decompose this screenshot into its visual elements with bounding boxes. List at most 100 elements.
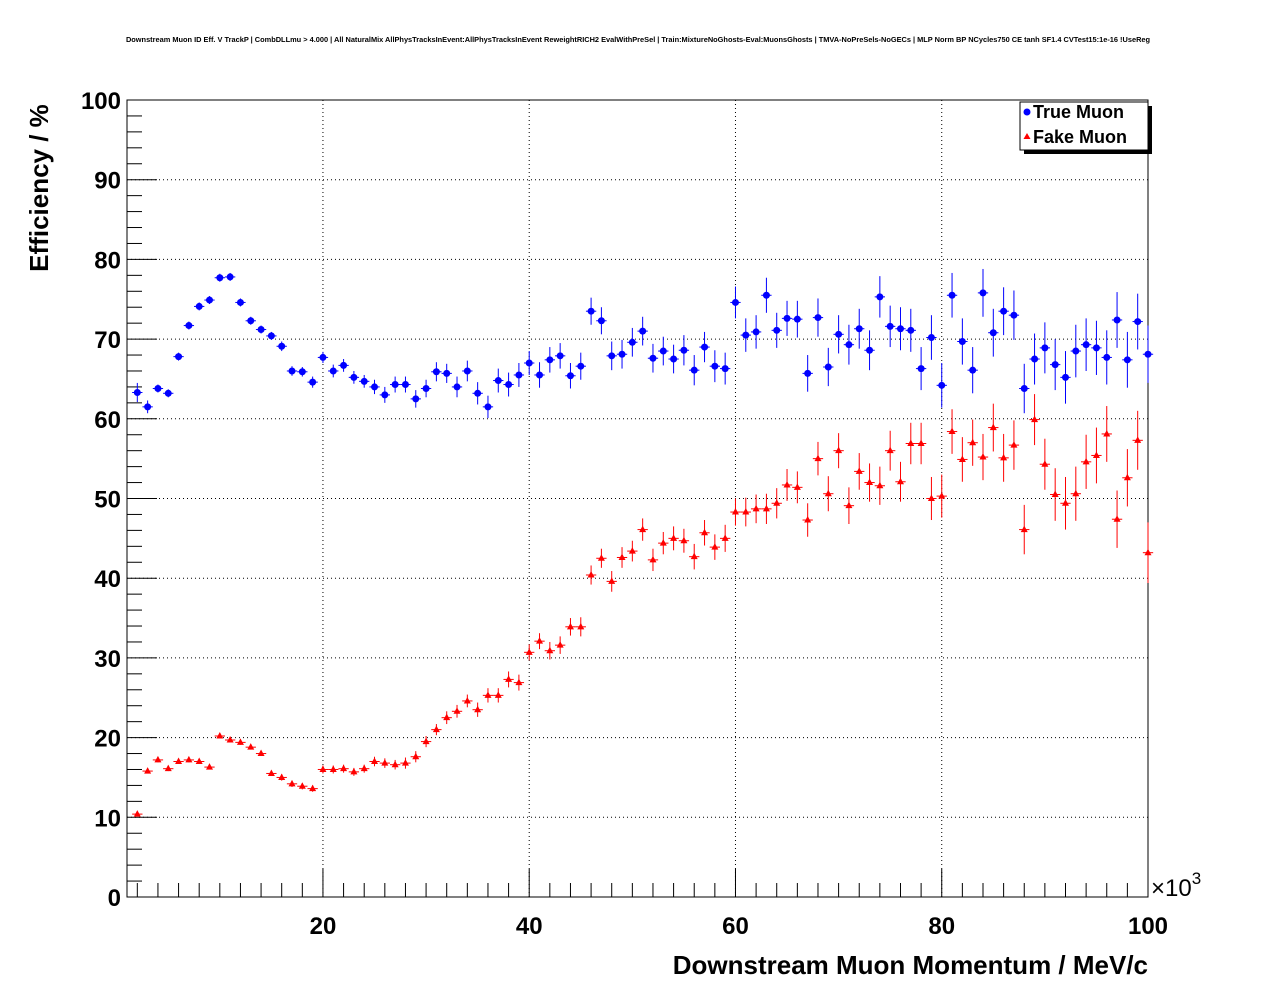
true-muon-point (668, 344, 679, 374)
x-tick-label: 20 (310, 913, 337, 940)
true-muon-point (132, 382, 143, 403)
true-muon-marker (948, 291, 956, 299)
fake-muon-marker (824, 489, 832, 497)
true-muon-marker (587, 307, 595, 315)
true-muon-point (1019, 363, 1030, 414)
true-muon-marker (752, 328, 760, 336)
fake-muon-point (513, 674, 525, 691)
fake-muon-marker (618, 553, 626, 560)
true-muon-point (874, 276, 886, 318)
fake-muon-point (926, 476, 937, 521)
true-muon-point (472, 382, 483, 405)
true-muon-marker (876, 293, 884, 301)
true-muon-marker (154, 385, 162, 393)
true-muon-marker (350, 373, 358, 381)
true-muon-point (1070, 324, 1081, 378)
fake-muon-point (1050, 468, 1061, 521)
true-muon-marker (1072, 347, 1080, 355)
fake-muon-marker (701, 528, 709, 536)
fake-muon-marker (979, 453, 987, 460)
true-muon-point (451, 376, 463, 398)
true-muon-point (163, 389, 174, 398)
fake-muon-marker (422, 737, 430, 745)
x-tick-label: 60 (722, 913, 749, 940)
fake-muon-marker (319, 765, 327, 772)
fake-muon-point (668, 526, 679, 551)
fake-muon-point (348, 767, 360, 776)
fake-muon-point (420, 736, 432, 748)
true-muon-point (379, 386, 390, 403)
fake-muon-marker (639, 525, 647, 533)
fake-muon-point (658, 531, 669, 555)
true-muon-point (214, 273, 225, 282)
true-muon-point (957, 318, 968, 365)
fake-muon-marker (948, 427, 956, 435)
y-tick-label: 20 (94, 726, 121, 753)
fake-muon-marker (164, 764, 172, 772)
fake-muon-point (895, 461, 906, 502)
true-muon-point (823, 347, 834, 387)
true-muon-marker (144, 403, 152, 411)
y-tick-label: 50 (94, 487, 121, 514)
fake-muon-marker (969, 438, 977, 446)
fake-muon-point (482, 688, 494, 703)
true-muon-marker (814, 314, 822, 322)
true-muon-marker (216, 274, 224, 282)
true-muon-marker (298, 368, 306, 376)
true-muon-marker (690, 366, 698, 374)
fake-muon-point (462, 694, 473, 708)
fake-muon-marker (401, 759, 409, 766)
fake-muon-marker (577, 622, 585, 630)
fake-muon-point (554, 636, 566, 654)
fake-muon-point (740, 497, 751, 527)
true-muon-marker (546, 356, 554, 364)
fake-muon-point (585, 565, 597, 585)
fake-muon-point (338, 764, 349, 773)
true-muon-point (152, 384, 164, 393)
fake-muon-point (720, 524, 731, 552)
fake-muon-marker (597, 554, 605, 561)
true-muon-marker (773, 326, 781, 334)
fake-muon-marker (1134, 436, 1142, 443)
true-muon-point (596, 307, 607, 335)
fake-muon-marker (1041, 460, 1049, 467)
true-muon-marker (793, 315, 801, 323)
true-muon-point (224, 272, 236, 281)
true-muon-point (854, 308, 865, 349)
true-muon-marker (164, 389, 172, 397)
fake-muon-point (781, 469, 793, 501)
fake-muon-point (905, 422, 916, 465)
fake-muon-point (885, 430, 896, 471)
true-muon-marker (195, 302, 203, 310)
fake-muon-point (369, 756, 380, 767)
fake-muon-marker (350, 767, 358, 775)
true-muon-point (988, 308, 999, 357)
fake-muon-marker (628, 547, 636, 554)
fake-muon-point (864, 463, 875, 502)
fake-muon-marker (432, 725, 440, 733)
true-muon-marker (474, 389, 482, 397)
true-muon-marker (670, 355, 678, 363)
true-muon-point (1008, 290, 1020, 340)
fake-muon-marker (690, 552, 698, 560)
fake-muon-marker (298, 782, 306, 789)
true-muon-marker (938, 381, 946, 389)
fake-muon-marker (896, 477, 904, 485)
true-muon-marker (1144, 350, 1152, 358)
true-muon-point (245, 316, 256, 325)
fake-muon-marker (484, 691, 492, 698)
fake-muon-marker (752, 504, 760, 512)
true-muon-marker (618, 350, 626, 358)
fake-muon-point (183, 755, 195, 763)
fake-muon-marker (917, 439, 925, 447)
true-muon-marker (1010, 311, 1018, 319)
fake-muon-marker (907, 439, 915, 447)
true-muon-point (431, 362, 442, 382)
fake-muon-marker (515, 678, 523, 686)
fake-muon-marker (505, 675, 513, 682)
fake-muon-point (431, 724, 442, 736)
fake-muon-marker (536, 637, 544, 644)
fake-muon-marker (773, 499, 781, 506)
true-muon-marker (381, 391, 389, 399)
fake-muon-point (317, 765, 329, 774)
